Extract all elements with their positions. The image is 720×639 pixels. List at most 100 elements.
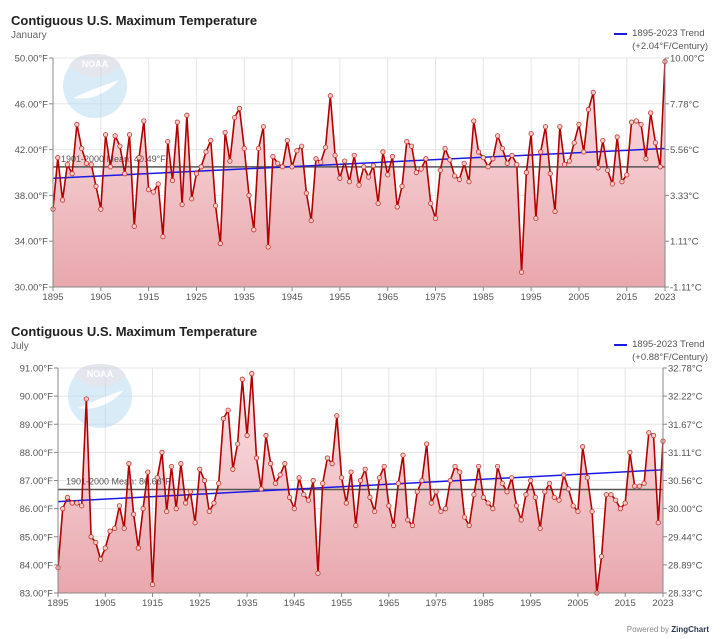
data-point[interactable] bbox=[433, 489, 439, 495]
data-point[interactable] bbox=[561, 472, 567, 478]
data-point[interactable] bbox=[561, 161, 568, 168]
data-point[interactable] bbox=[494, 463, 501, 470]
data-point[interactable] bbox=[447, 157, 453, 163]
data-point[interactable] bbox=[428, 200, 434, 207]
data-point[interactable] bbox=[523, 491, 529, 498]
data-point[interactable] bbox=[212, 203, 219, 209]
data-point[interactable] bbox=[485, 500, 491, 506]
data-point[interactable] bbox=[249, 371, 255, 377]
data-point[interactable] bbox=[408, 143, 415, 149]
data-point[interactable] bbox=[279, 164, 286, 170]
data-point[interactable] bbox=[305, 497, 312, 503]
data-point[interactable] bbox=[203, 149, 209, 155]
data-point[interactable] bbox=[557, 124, 563, 130]
data-point[interactable] bbox=[294, 148, 300, 154]
data-point[interactable] bbox=[192, 520, 198, 526]
data-point[interactable] bbox=[107, 528, 113, 534]
data-point[interactable] bbox=[542, 489, 548, 495]
data-point[interactable] bbox=[476, 463, 482, 470]
data-point[interactable] bbox=[211, 500, 217, 506]
data-point[interactable] bbox=[322, 144, 329, 150]
data-point[interactable] bbox=[376, 475, 383, 481]
data-point[interactable] bbox=[222, 129, 228, 136]
data-point[interactable] bbox=[169, 177, 176, 184]
data-point[interactable] bbox=[385, 172, 391, 178]
data-point[interactable] bbox=[495, 133, 501, 139]
data-point[interactable] bbox=[499, 480, 505, 486]
data-point[interactable] bbox=[537, 525, 543, 531]
data-point[interactable] bbox=[83, 160, 90, 166]
data-point[interactable] bbox=[447, 477, 453, 484]
data-point[interactable] bbox=[98, 206, 104, 212]
data-point[interactable] bbox=[632, 483, 638, 489]
data-point[interactable] bbox=[208, 137, 214, 144]
data-point[interactable] bbox=[547, 171, 553, 177]
data-point[interactable] bbox=[452, 173, 458, 179]
data-point[interactable] bbox=[619, 179, 625, 185]
data-point[interactable] bbox=[585, 106, 592, 113]
data-point[interactable] bbox=[418, 166, 424, 172]
data-point[interactable] bbox=[370, 163, 376, 169]
data-point[interactable] bbox=[442, 145, 448, 152]
data-point[interactable] bbox=[614, 134, 620, 140]
data-point[interactable] bbox=[400, 452, 406, 458]
data-point[interactable] bbox=[565, 486, 572, 492]
data-point[interactable] bbox=[263, 432, 269, 439]
legend-item-trend[interactable]: 1895-2023 Trend (+0.88°F/Century) bbox=[614, 338, 708, 364]
data-point[interactable] bbox=[471, 118, 477, 124]
data-point[interactable] bbox=[580, 444, 586, 450]
data-point[interactable] bbox=[365, 174, 372, 180]
data-point[interactable] bbox=[650, 432, 657, 439]
data-point[interactable] bbox=[419, 477, 425, 484]
data-point[interactable] bbox=[159, 449, 165, 455]
data-point[interactable] bbox=[117, 143, 123, 149]
data-point[interactable] bbox=[528, 477, 534, 484]
data-point[interactable] bbox=[79, 145, 85, 152]
data-point[interactable] bbox=[624, 172, 630, 178]
data-point[interactable] bbox=[605, 167, 611, 173]
data-point[interactable] bbox=[423, 156, 429, 162]
data-point[interactable] bbox=[282, 461, 288, 467]
data-point[interactable] bbox=[518, 517, 524, 523]
data-point[interactable] bbox=[405, 517, 411, 523]
data-point[interactable] bbox=[93, 183, 99, 189]
data-point[interactable] bbox=[334, 413, 340, 419]
data-point[interactable] bbox=[236, 105, 243, 111]
data-point[interactable] bbox=[291, 506, 297, 512]
data-point[interactable] bbox=[79, 503, 85, 509]
data-point[interactable] bbox=[149, 581, 156, 588]
data-point[interactable] bbox=[641, 480, 647, 486]
data-point[interactable] bbox=[220, 416, 227, 422]
data-point[interactable] bbox=[121, 525, 127, 531]
data-point[interactable] bbox=[308, 217, 314, 224]
data-point[interactable] bbox=[131, 511, 137, 517]
data-point[interactable] bbox=[490, 156, 496, 162]
data-point[interactable] bbox=[64, 161, 70, 168]
data-point[interactable] bbox=[112, 525, 118, 531]
data-point[interactable] bbox=[504, 489, 510, 495]
data-point[interactable] bbox=[131, 223, 137, 229]
data-point[interactable] bbox=[638, 121, 644, 128]
data-point[interactable] bbox=[284, 137, 290, 144]
data-point[interactable] bbox=[146, 187, 152, 193]
data-point[interactable] bbox=[272, 480, 279, 486]
data-point[interactable] bbox=[475, 149, 482, 155]
data-point[interactable] bbox=[513, 503, 520, 509]
data-point[interactable] bbox=[165, 138, 171, 145]
data-point[interactable] bbox=[432, 215, 439, 221]
data-point[interactable] bbox=[643, 156, 649, 162]
data-point[interactable] bbox=[337, 175, 343, 181]
legend-item-trend[interactable]: 1895-2023 Trend (+2.04°F/Century) bbox=[614, 27, 708, 53]
data-point[interactable] bbox=[225, 407, 231, 413]
data-point[interactable] bbox=[343, 500, 349, 506]
data-point[interactable] bbox=[160, 234, 166, 240]
data-point[interactable] bbox=[173, 506, 179, 512]
data-point[interactable] bbox=[442, 506, 449, 512]
data-point[interactable] bbox=[324, 455, 331, 461]
data-point[interactable] bbox=[603, 491, 609, 498]
data-point[interactable] bbox=[413, 169, 419, 176]
data-point[interactable] bbox=[566, 158, 572, 164]
data-point[interactable] bbox=[232, 114, 238, 121]
data-point[interactable] bbox=[184, 112, 190, 118]
data-point[interactable] bbox=[381, 463, 387, 470]
